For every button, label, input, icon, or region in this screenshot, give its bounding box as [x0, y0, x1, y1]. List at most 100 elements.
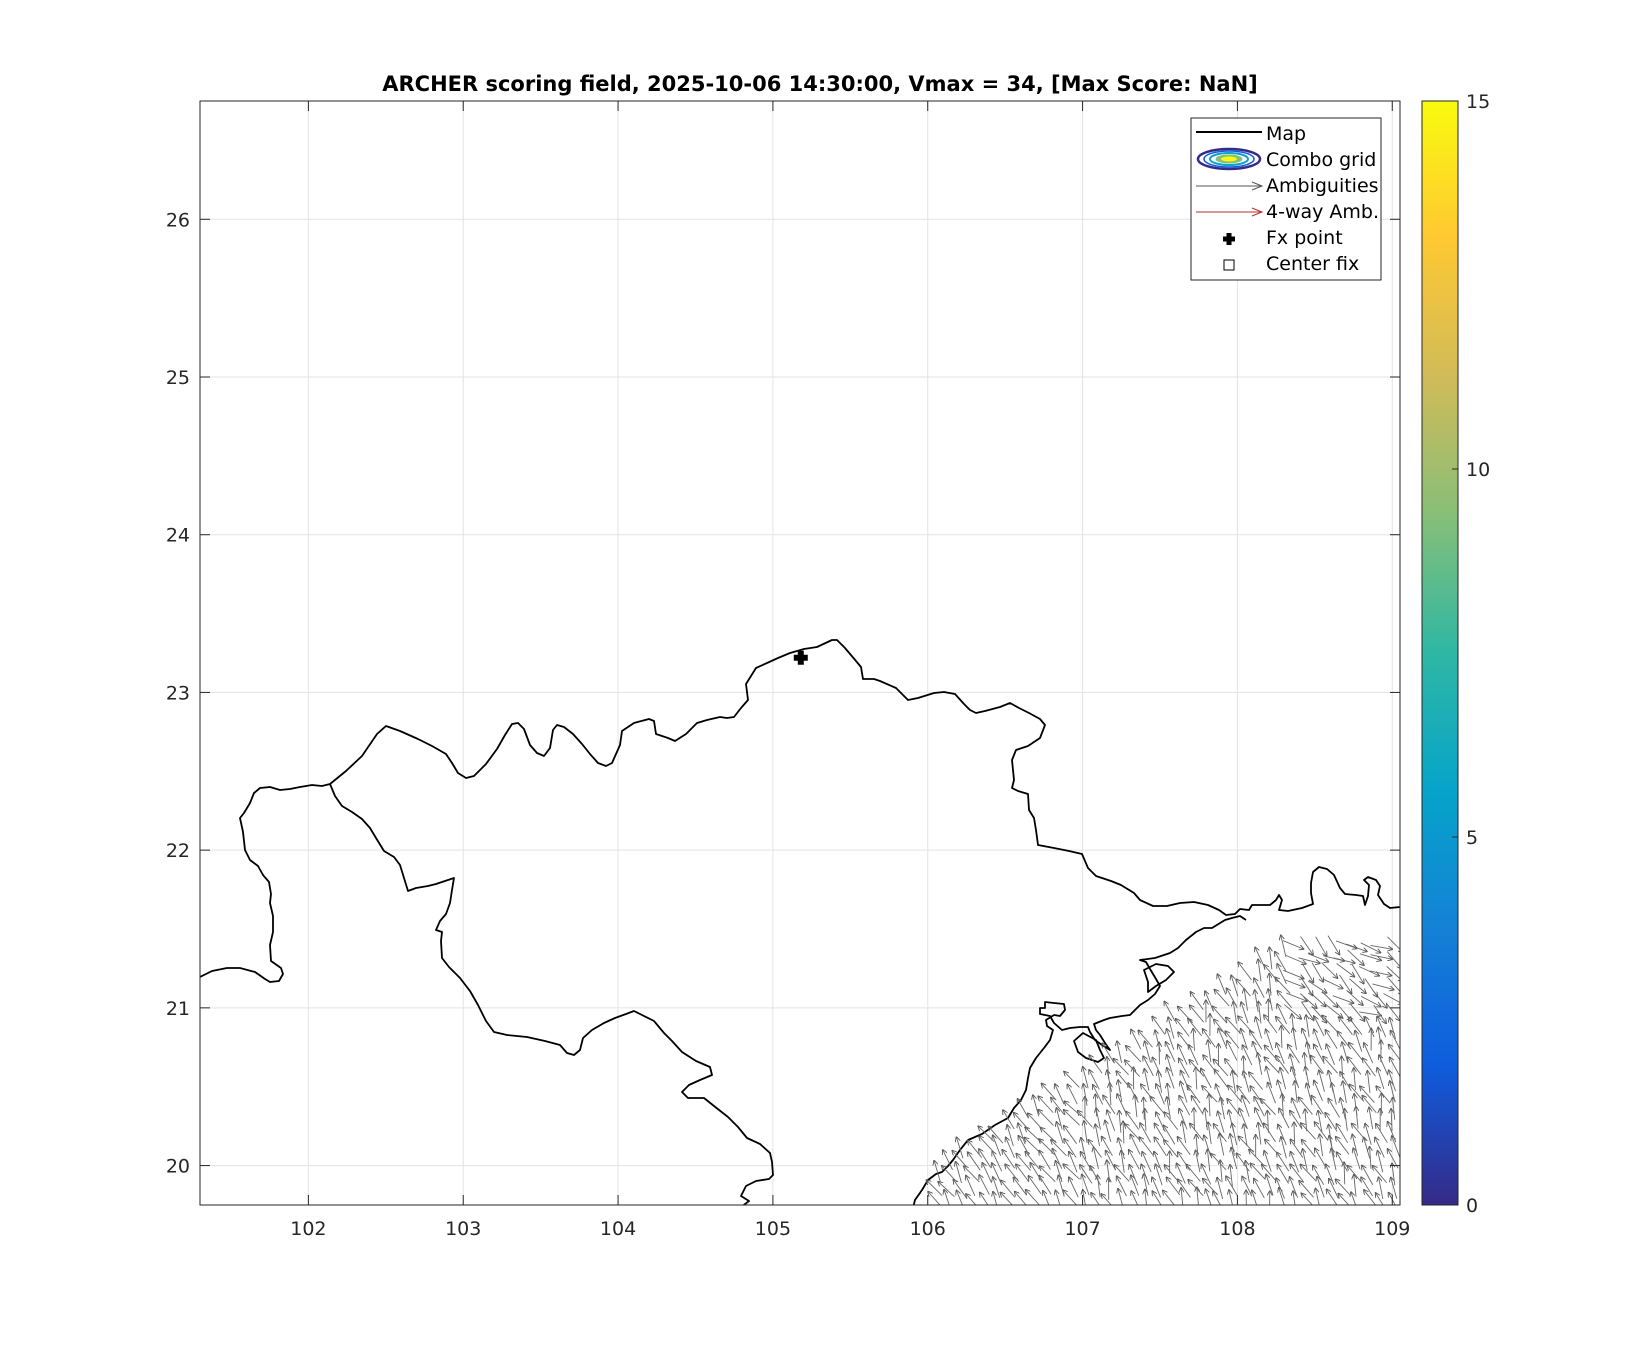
ambiguity-vector	[1208, 1122, 1212, 1145]
ambiguity-vector	[1038, 1110, 1054, 1126]
ambiguity-vector	[1188, 1180, 1204, 1197]
ambiguity-vector	[1107, 1160, 1111, 1183]
ambiguity-vector	[1230, 1134, 1235, 1156]
ambiguity-vector	[993, 1135, 1002, 1157]
ambiguity-vector	[1313, 1166, 1325, 1186]
ambiguity-vector	[1216, 1084, 1224, 1106]
ambiguity-vector	[1328, 1099, 1340, 1118]
ambiguity-vector	[1392, 1163, 1396, 1186]
ambiguity-vector	[1196, 1067, 1197, 1090]
ambiguity-vector	[1033, 1095, 1040, 1117]
ambiguity-vector	[1156, 1084, 1165, 1105]
ambiguity-vector	[1326, 1164, 1335, 1185]
ambiguity-vector	[1352, 1124, 1367, 1141]
ambiguity-vector	[1056, 1108, 1063, 1130]
ambiguity-vector	[1081, 1152, 1093, 1172]
ambiguity-vector	[1277, 991, 1292, 1008]
ambiguity-vector	[1181, 1188, 1183, 1205]
ambiguity-vector	[1378, 1151, 1384, 1173]
colorbar-tick-label: 5	[1466, 827, 1478, 849]
ambiguity-vector	[1141, 1164, 1150, 1186]
ambiguity-vector	[1155, 1030, 1161, 1052]
ambiguity-vector	[1241, 1002, 1249, 1024]
ambiguity-vector	[1227, 1041, 1238, 1061]
ambiguity-vector	[1266, 1067, 1273, 1089]
ambiguity-vector	[1390, 1057, 1400, 1077]
ambiguity-vector	[1238, 1016, 1253, 1034]
ambiguity-vector	[1138, 1030, 1153, 1048]
ambiguity-vector	[1319, 1070, 1325, 1092]
ambiguity-vector	[1354, 1068, 1356, 1091]
colorbar	[1421, 100, 1459, 1206]
ambiguity-vector	[1093, 1085, 1104, 1105]
ambiguity-vector	[1352, 1134, 1359, 1156]
ambiguity-vector	[1131, 1030, 1142, 1050]
ambiguity-vector	[1226, 1017, 1242, 1035]
ambiguity-vector	[1007, 1125, 1014, 1147]
ambiguity-vector	[1064, 1072, 1080, 1088]
ambiguity-vector	[1069, 1177, 1079, 1198]
ambiguity-vector	[1143, 1056, 1154, 1077]
ambiguity-vector	[1094, 1147, 1099, 1169]
ambiguity-vector	[1391, 1031, 1400, 1051]
ambiguity-vector	[1361, 1177, 1373, 1197]
ambiguity-vector	[1215, 990, 1230, 1007]
ambiguity-vector	[1333, 957, 1354, 963]
ambiguity-vector	[1390, 1018, 1396, 1040]
ambiguity-vector	[1299, 1181, 1314, 1198]
ambiguity-vector	[1343, 1081, 1347, 1103]
ambiguity-vector	[1279, 1188, 1285, 1205]
x-tick-label: 109	[1374, 1218, 1410, 1240]
ambiguity-vector	[1017, 1099, 1029, 1119]
ambiguity-vector	[1365, 1017, 1375, 1038]
ambiguity-vector	[1244, 989, 1248, 1011]
ambiguity-vector	[1341, 1057, 1342, 1079]
ambiguity-vector	[1078, 1111, 1093, 1128]
ambiguity-vector	[1116, 1071, 1131, 1089]
ambiguity-vector	[1237, 1086, 1251, 1105]
ambiguity-vector	[1311, 962, 1323, 982]
ambiguity-vector	[1294, 1122, 1295, 1145]
ambiguity-vector	[1208, 1040, 1212, 1063]
ambiguity-vector	[1123, 1121, 1124, 1144]
ambiguity-vector	[1180, 1082, 1188, 1103]
ambiguity-vector	[1230, 1165, 1232, 1187]
ambiguity-vector	[1386, 1002, 1400, 1020]
ambiguity-vector	[1307, 1042, 1312, 1065]
ambiguity-vector	[1114, 1165, 1130, 1182]
ambiguity-vector	[1329, 1179, 1339, 1199]
ambiguity-vector	[1105, 1121, 1112, 1142]
x-tick-label: 108	[1219, 1218, 1255, 1240]
ambiguity-vector	[1145, 1109, 1146, 1131]
ambiguity-vector	[1290, 1177, 1298, 1198]
ambiguity-vector	[1144, 1098, 1145, 1120]
colorbar-ticks: 0 5 10 15	[1452, 91, 1490, 1217]
ambiguity-vector	[964, 1166, 980, 1183]
ambiguity-vector	[1255, 1108, 1265, 1129]
ambiguity-vector	[1349, 978, 1366, 994]
ambiguity-vector	[1252, 1190, 1258, 1205]
ambiguity-vector	[1276, 1017, 1291, 1035]
ambiguity-vector	[1277, 964, 1287, 985]
ambiguity-vector	[1152, 1017, 1166, 1035]
ambiguity-vector	[978, 1126, 995, 1142]
ambiguity-vector	[1362, 1096, 1377, 1114]
ambiguity-vector	[1256, 1017, 1262, 1039]
ambiguity-vector	[952, 1151, 968, 1168]
ambiguity-vector	[1321, 991, 1337, 1007]
ambiguity-vector	[1337, 1152, 1348, 1172]
ambiguity-vector	[1080, 1165, 1093, 1184]
ambiguity-vector	[956, 1137, 964, 1159]
ambiguity-vector	[1277, 1165, 1289, 1184]
ambiguity-vector	[1369, 1108, 1374, 1130]
ambiguity-vector	[1338, 1032, 1352, 1050]
ambiguity-vector	[1016, 1164, 1030, 1183]
ambiguity-vector	[1389, 1070, 1396, 1092]
ambiguity-vector	[1348, 1057, 1362, 1075]
ambiguity-vector	[1212, 1006, 1228, 1024]
ambiguity-vector	[1244, 1124, 1248, 1147]
ambiguity-vector	[1152, 1177, 1162, 1198]
ambiguity-vector	[1326, 1044, 1335, 1065]
ambiguity-vector	[1025, 1127, 1042, 1143]
y-tick-label: 21	[166, 998, 190, 1020]
